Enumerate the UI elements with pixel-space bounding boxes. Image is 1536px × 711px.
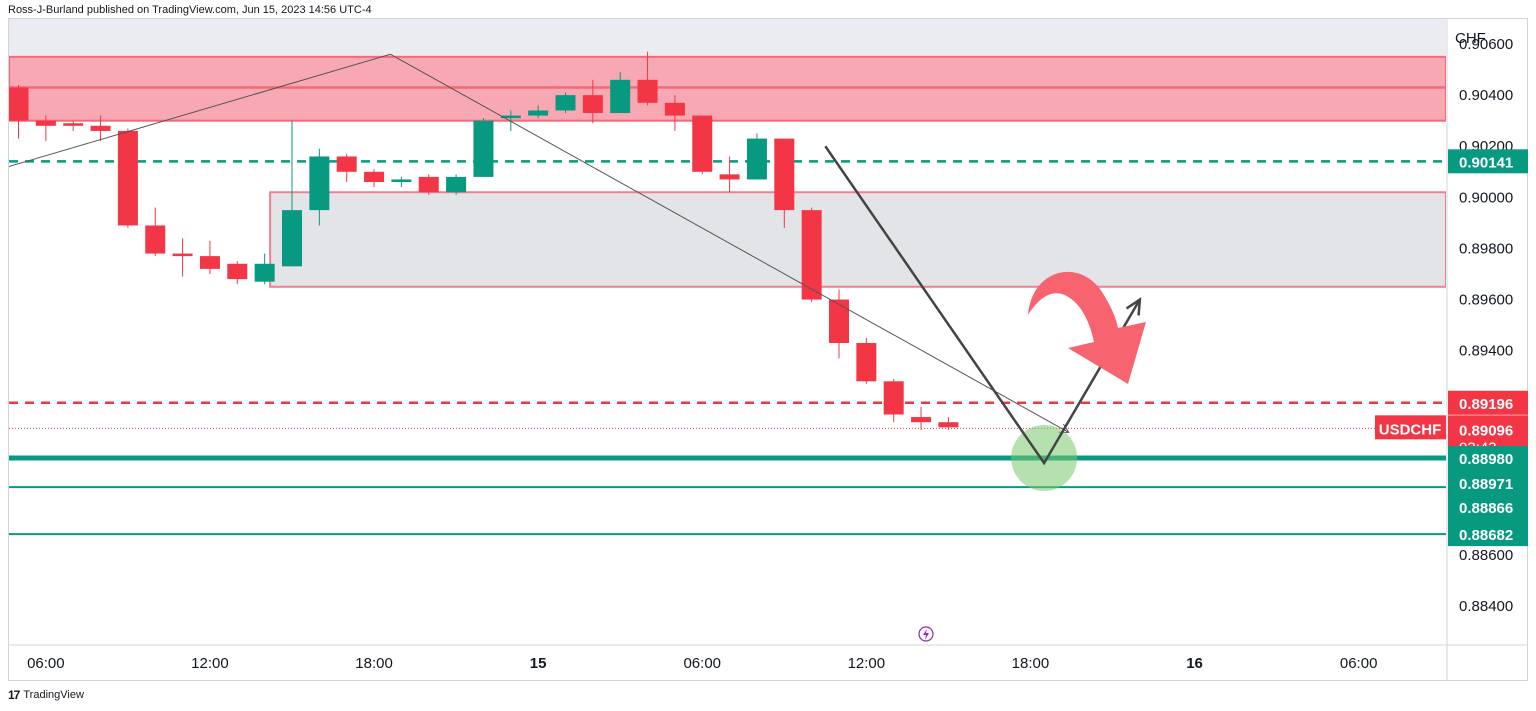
candle-body-9 (254, 263, 275, 282)
level-tag-0: 0.90141 (1459, 154, 1513, 171)
x-tick-label-6: 18:00 (1012, 655, 1050, 672)
candle-body-3 (90, 125, 111, 131)
candle-body-13 (364, 171, 385, 183)
tradingview-brand: TradingView (23, 689, 84, 701)
candle-body-30 (829, 299, 849, 343)
y-tick-label-1: 0.90400 (1459, 87, 1513, 104)
candle-body-12 (336, 156, 357, 172)
chart-frame (8, 18, 1528, 681)
level-tag-2: 0.88980 (1459, 451, 1513, 468)
candle-body-17 (473, 120, 494, 177)
upper-resistance-zone (9, 55, 1446, 122)
candle-body-32 (883, 381, 904, 415)
currency-label: CHF (1455, 30, 1486, 47)
level-tag-5: 0.88682 (1459, 527, 1513, 544)
support-tags-bg (1448, 445, 1528, 547)
candle-body-6 (172, 253, 193, 257)
x-tick-label-2: 18:00 (355, 655, 393, 672)
x-tick-label-4: 06:00 (683, 655, 721, 672)
thin-trend-up (9, 53, 391, 168)
thin-trend-down (390, 53, 1069, 433)
last-price-tag: 0.89096 (1459, 422, 1513, 439)
candle-body-11 (309, 156, 330, 211)
y-tick-label-0: 0.90600 (1459, 36, 1513, 53)
candle-body-22 (610, 79, 631, 114)
target-circle (1011, 424, 1078, 491)
level-tag-0-bg (1448, 149, 1528, 174)
tradingview-logo-icon: 17 (8, 688, 20, 702)
candle-body-5 (145, 225, 166, 254)
projection-arrowhead (1125, 297, 1142, 316)
x-tick-label-5: 12:00 (848, 655, 886, 672)
candle-body-24 (664, 102, 685, 116)
candle-body-23 (637, 79, 658, 103)
event-icon (918, 626, 934, 642)
candle-body-4 (117, 130, 138, 226)
candle-body-19 (528, 110, 549, 116)
candle-body-33 (911, 417, 932, 423)
x-tick-label-8: 06:00 (1340, 655, 1378, 672)
candle-body-8 (227, 263, 248, 280)
curved-arrow-icon (1028, 271, 1146, 384)
top-gray-band (9, 19, 1446, 57)
candle-body-26 (719, 174, 740, 180)
candle-body-29 (801, 210, 822, 300)
y-tick-label-4: 0.89800 (1459, 240, 1513, 257)
plot-area (9, 19, 1446, 642)
x-tick-label-7: 16 (1186, 655, 1203, 672)
y-tick-label-8: 0.88400 (1459, 598, 1513, 615)
candle-body-27 (746, 138, 767, 180)
candle-body-14 (391, 179, 412, 183)
candle-body-28 (774, 138, 795, 211)
x-tick-label-1: 12:00 (191, 655, 229, 672)
event-icon-bolt (923, 629, 929, 640)
y-tick-label-5: 0.89600 (1459, 292, 1513, 309)
y-tick-label-3: 0.90000 (1459, 189, 1513, 206)
level-tag-1-bg (1448, 390, 1528, 415)
x-tick-label-3: 15 (530, 655, 547, 672)
candle-body-10 (282, 210, 302, 267)
candle-body-0 (9, 87, 29, 121)
candle-body-34 (938, 422, 959, 428)
gap-zone (269, 191, 1446, 288)
y-tick-label-6: 0.89400 (1459, 343, 1513, 360)
candle-body-31 (856, 342, 877, 382)
candle-body-25 (692, 115, 713, 172)
symbol-tag-bg (1375, 415, 1446, 440)
candle-body-2 (63, 123, 84, 126)
x-tick-label-0: 06:00 (27, 655, 65, 672)
candle-body-7 (199, 256, 220, 269)
candle-body-21 (582, 95, 603, 114)
candle-body-16 (446, 176, 467, 193)
publisher-header: Ross-J-Burland published on TradingView.… (8, 4, 372, 16)
candle-body-1 (35, 120, 56, 126)
tradingview-footer: 17 TradingView (8, 688, 84, 702)
symbol-tag: USDCHF (1379, 421, 1442, 438)
level-tag-1: 0.89196 (1459, 396, 1513, 413)
candle-body-15 (418, 176, 439, 193)
level-tag-4: 0.88866 (1459, 500, 1513, 517)
y-tick-label-7: 0.88600 (1459, 547, 1513, 564)
level-tag-3: 0.88971 (1459, 476, 1513, 493)
candle-body-18 (500, 115, 521, 119)
candle-body-20 (555, 95, 576, 111)
